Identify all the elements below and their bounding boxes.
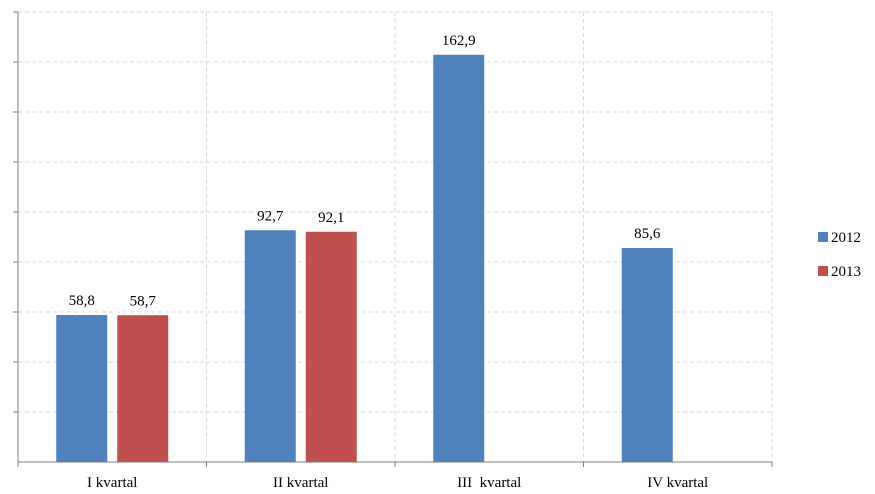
gridlines — [18, 11, 773, 462]
data-label-2012-1: 58,8 — [69, 293, 95, 309]
bar-2012-4 — [621, 248, 673, 462]
legend-label-2012: 2012 — [831, 230, 861, 246]
bar-2013-1 — [117, 315, 169, 462]
x-tick-label: IV kvartal — [647, 475, 708, 491]
x-tick-labels: I kvartal II kvartal III kvartal IV kvartal — [87, 475, 708, 491]
bar-2012-2 — [244, 230, 296, 462]
x-tick-label: II kvartal — [273, 475, 328, 491]
legend-label-2013: 2013 — [831, 264, 861, 280]
legend-swatch-2013 — [818, 266, 828, 276]
bars — [56, 54, 673, 462]
data-labels: 58,8 58,7 92,7 92,1 162,9 85,6 — [69, 33, 661, 310]
x-tick-label: I kvartal — [87, 475, 137, 491]
legend: 2012 2013 — [818, 230, 861, 280]
data-label-2013-1: 58,7 — [130, 293, 157, 309]
bar-2013-2 — [305, 231, 357, 462]
data-label-2012-2: 92,7 — [257, 208, 284, 224]
data-label-2012-4: 85,6 — [634, 226, 661, 242]
bar-2012-1 — [56, 315, 108, 462]
bar-2012-3 — [433, 54, 485, 462]
data-label-2013-2: 92,1 — [318, 210, 344, 226]
legend-swatch-2012 — [818, 232, 828, 242]
data-label-2012-3: 162,9 — [442, 33, 476, 49]
x-tick-label: III kvartal — [457, 475, 521, 491]
